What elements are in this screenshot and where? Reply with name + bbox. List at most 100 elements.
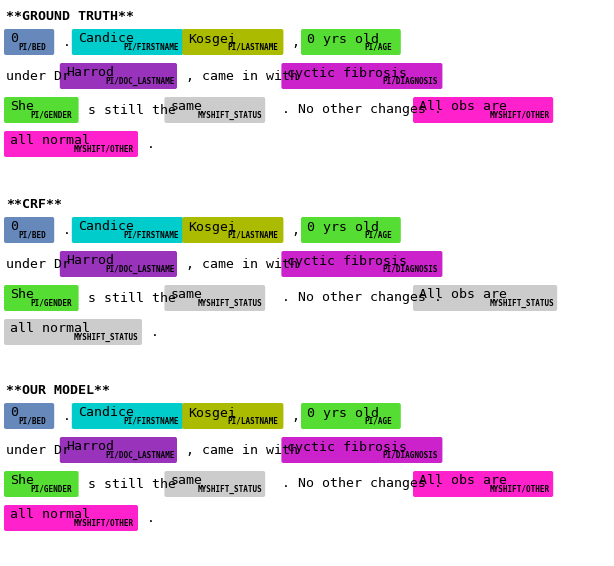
Text: **CRF**: **CRF** — [6, 198, 62, 211]
FancyBboxPatch shape — [413, 97, 553, 123]
FancyBboxPatch shape — [72, 217, 183, 243]
Text: PI/LASTNAME: PI/LASTNAME — [227, 42, 278, 52]
Text: 0: 0 — [10, 221, 18, 234]
Text: Kosgei: Kosgei — [188, 221, 236, 234]
FancyBboxPatch shape — [60, 437, 177, 463]
Text: s still the: s still the — [80, 291, 192, 305]
Text: cyctic fibrosis: cyctic fibrosis — [287, 440, 408, 453]
FancyBboxPatch shape — [4, 97, 79, 123]
Text: under Dr: under Dr — [6, 258, 78, 271]
Text: She: She — [10, 474, 34, 487]
Text: MYSHIFT/OTHER: MYSHIFT/OTHER — [74, 144, 134, 153]
Text: Harrod: Harrod — [66, 66, 114, 79]
Text: same: same — [171, 101, 203, 114]
Text: .: . — [139, 138, 155, 151]
Text: , came in with: , came in with — [178, 70, 314, 83]
Text: MYSHIFT/OTHER: MYSHIFT/OTHER — [489, 484, 550, 494]
FancyBboxPatch shape — [182, 403, 284, 429]
Text: s still the: s still the — [80, 478, 192, 491]
Text: .: . — [55, 224, 79, 237]
FancyBboxPatch shape — [413, 285, 557, 311]
FancyBboxPatch shape — [281, 251, 443, 277]
Text: Kosgei: Kosgei — [188, 32, 236, 45]
Text: PI/DIAGNOSIS: PI/DIAGNOSIS — [383, 451, 438, 460]
FancyBboxPatch shape — [165, 97, 265, 123]
Text: Candice: Candice — [78, 221, 134, 234]
Text: 0: 0 — [10, 406, 18, 419]
Text: 0: 0 — [10, 32, 18, 45]
Text: PI/LASTNAME: PI/LASTNAME — [227, 417, 278, 426]
Text: PI/DOC_LASTNAME: PI/DOC_LASTNAME — [105, 451, 174, 460]
Text: MYSHIFT_STATUS: MYSHIFT_STATUS — [489, 298, 554, 307]
Text: all normal: all normal — [10, 508, 90, 521]
FancyBboxPatch shape — [72, 29, 183, 55]
FancyBboxPatch shape — [165, 471, 265, 497]
Text: MYSHIFT/OTHER: MYSHIFT/OTHER — [74, 518, 134, 528]
Text: all normal: all normal — [10, 323, 90, 336]
Text: PI/AGE: PI/AGE — [365, 230, 392, 239]
Text: same: same — [171, 474, 203, 487]
Text: under Dr: under Dr — [6, 444, 78, 457]
FancyBboxPatch shape — [301, 29, 401, 55]
Text: , came in with: , came in with — [178, 258, 314, 271]
FancyBboxPatch shape — [60, 63, 177, 89]
FancyBboxPatch shape — [4, 403, 54, 429]
Text: ,: , — [284, 409, 308, 422]
FancyBboxPatch shape — [281, 63, 443, 89]
Text: PI/BED: PI/BED — [18, 417, 46, 426]
Text: PI/DIAGNOSIS: PI/DIAGNOSIS — [383, 264, 438, 273]
Text: cyctic fibrosis: cyctic fibrosis — [287, 255, 408, 268]
Text: Harrod: Harrod — [66, 255, 114, 268]
Text: Harrod: Harrod — [66, 440, 114, 453]
Text: .: . — [139, 512, 155, 525]
Text: . No other changes .: . No other changes . — [266, 104, 458, 117]
Text: MYSHIFT_STATUS: MYSHIFT_STATUS — [197, 110, 262, 119]
Text: PI/DOC_LASTNAME: PI/DOC_LASTNAME — [105, 76, 174, 85]
Text: Candice: Candice — [78, 32, 134, 45]
FancyBboxPatch shape — [301, 403, 401, 429]
FancyBboxPatch shape — [4, 505, 138, 531]
Text: PI/AGE: PI/AGE — [365, 42, 392, 52]
Text: PI/DIAGNOSIS: PI/DIAGNOSIS — [383, 76, 438, 85]
Text: PI/FIRSTNAME: PI/FIRSTNAME — [123, 42, 179, 52]
Text: .: . — [143, 325, 159, 338]
Text: same: same — [171, 289, 203, 302]
Text: PI/BED: PI/BED — [18, 230, 46, 239]
Text: PI/BED: PI/BED — [18, 42, 46, 52]
Text: All obs are: All obs are — [419, 474, 507, 487]
Text: PI/GENDER: PI/GENDER — [31, 484, 72, 494]
Text: all normal: all normal — [10, 135, 90, 148]
Text: Candice: Candice — [78, 406, 134, 419]
Text: .: . — [55, 36, 79, 49]
Text: PI/GENDER: PI/GENDER — [31, 298, 72, 307]
Text: MYSHIFT_STATUS: MYSHIFT_STATUS — [197, 298, 262, 307]
FancyBboxPatch shape — [281, 437, 443, 463]
Text: She: She — [10, 101, 34, 114]
Text: 0 yrs old: 0 yrs old — [307, 406, 379, 419]
FancyBboxPatch shape — [182, 217, 284, 243]
FancyBboxPatch shape — [4, 131, 138, 157]
FancyBboxPatch shape — [4, 29, 54, 55]
Text: under Dr: under Dr — [6, 70, 78, 83]
Text: .: . — [55, 409, 79, 422]
Text: cyctic fibrosis: cyctic fibrosis — [287, 66, 408, 79]
FancyBboxPatch shape — [182, 29, 284, 55]
FancyBboxPatch shape — [4, 217, 54, 243]
Text: PI/GENDER: PI/GENDER — [31, 110, 72, 119]
Text: All obs are: All obs are — [419, 289, 507, 302]
FancyBboxPatch shape — [72, 403, 183, 429]
Text: MYSHIFT/OTHER: MYSHIFT/OTHER — [489, 110, 550, 119]
Text: PI/AGE: PI/AGE — [365, 417, 392, 426]
Text: ,: , — [284, 36, 308, 49]
Text: PI/FIRSTNAME: PI/FIRSTNAME — [123, 417, 179, 426]
Text: 0 yrs old: 0 yrs old — [307, 221, 379, 234]
Text: PI/FIRSTNAME: PI/FIRSTNAME — [123, 230, 179, 239]
FancyBboxPatch shape — [4, 319, 142, 345]
Text: s still the: s still the — [80, 104, 192, 117]
Text: **OUR MODEL**: **OUR MODEL** — [6, 384, 110, 397]
FancyBboxPatch shape — [301, 217, 401, 243]
Text: All obs are: All obs are — [419, 101, 507, 114]
Text: PI/LASTNAME: PI/LASTNAME — [227, 230, 278, 239]
FancyBboxPatch shape — [4, 285, 79, 311]
FancyBboxPatch shape — [60, 251, 177, 277]
